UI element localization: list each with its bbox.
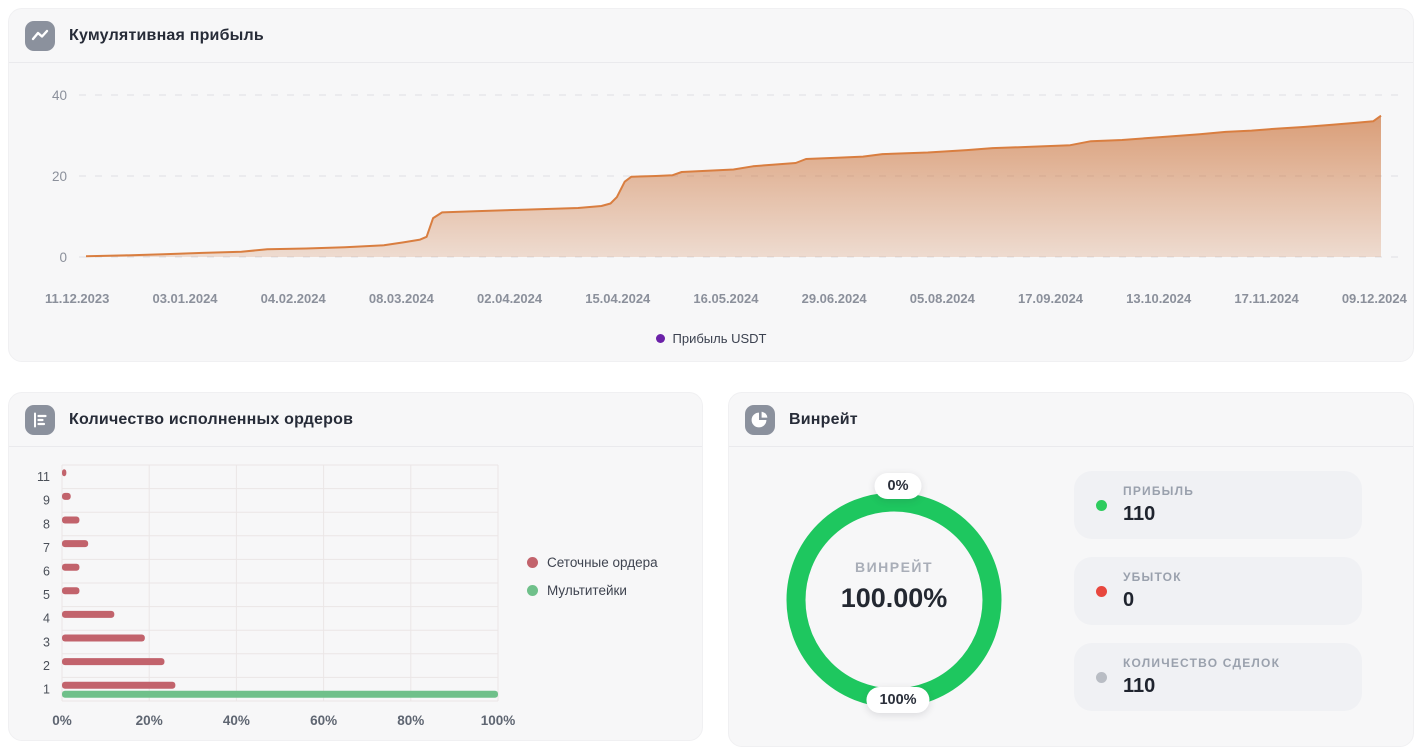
winrate-panel-title: Винрейт bbox=[789, 410, 858, 428]
executed-orders-panel: Количество исполненных ордеров 11 9 8 7 6 5 4 3… bbox=[8, 392, 703, 741]
bar-list-icon bbox=[25, 404, 55, 435]
winrate-panel: Винрейт ВИНРЕЙТ 100.00% 0% 100% ПРИБЫЛЬ … bbox=[728, 392, 1414, 747]
svg-text:60%: 60% bbox=[310, 713, 337, 728]
trades-label: КОЛИЧЕСТВО СДЕЛОК bbox=[1123, 656, 1281, 670]
winrate-zero-badge: 0% bbox=[874, 473, 922, 499]
bar-chart-bars bbox=[62, 469, 498, 698]
donut-center-text: ВИНРЕЙТ 100.00% bbox=[782, 488, 1006, 712]
profit-dot bbox=[1096, 499, 1107, 511]
svg-text:100%: 100% bbox=[481, 713, 516, 728]
legend-label: Прибыль USDT bbox=[672, 331, 767, 346]
cumulative-panel-header: Кумулятивная прибыль bbox=[9, 9, 1413, 63]
cumulative-profit-panel: Кумулятивная прибыль 0 20 40 11.12.2023 03.… bbox=[8, 8, 1414, 362]
winrate-donut-chart: ВИНРЕЙТ 100.00% bbox=[782, 488, 1006, 712]
stat-card-loss: УБЫТОК 0 bbox=[1074, 557, 1362, 625]
svg-text:8: 8 bbox=[43, 517, 50, 531]
y-axis-tick-labels: 0 20 40 bbox=[52, 88, 67, 265]
bar-chart-x-tick-labels: 0% 20% 40% 60% 80% 100% bbox=[52, 713, 515, 728]
cumulative-profit-chart: 0 20 40 bbox=[52, 88, 1401, 265]
svg-text:3: 3 bbox=[43, 635, 50, 649]
svg-text:2: 2 bbox=[43, 659, 50, 673]
winrate-hundred-badge: 100% bbox=[866, 687, 930, 713]
x-axis-label: 04.02.2024 bbox=[260, 291, 326, 306]
x-axis-label: 05.08.2024 bbox=[909, 291, 975, 306]
winrate-center-value: 100.00% bbox=[840, 582, 948, 613]
legend-dot bbox=[527, 585, 538, 596]
x-axis-label: 15.04.2024 bbox=[585, 291, 651, 306]
x-axis-label: 29.06.2024 bbox=[801, 291, 867, 306]
trades-dot bbox=[1096, 671, 1107, 683]
winrate-panel-header: Винрейт bbox=[729, 393, 1413, 447]
x-axis-label: 13.10.2024 bbox=[1126, 291, 1192, 306]
svg-text:80%: 80% bbox=[397, 713, 424, 728]
loss-value: 0 bbox=[1123, 589, 1135, 611]
trades-value: 110 bbox=[1123, 675, 1156, 697]
cumulative-chart-legend[interactable]: Прибыль USDT bbox=[9, 331, 1413, 346]
svg-text:11: 11 bbox=[37, 470, 50, 484]
executed-orders-chart: 11 9 8 7 6 5 4 3 2 1 0% 20% 40% 60% 80% 100% bbox=[37, 464, 515, 728]
bar-chart-gridlines bbox=[61, 464, 499, 702]
orders-chart-legend: Сеточные ордера Мультитейки bbox=[527, 555, 658, 598]
bar-chart-category-labels: 11 9 8 7 6 5 4 3 2 1 bbox=[37, 470, 50, 696]
line-chart-icon bbox=[25, 20, 55, 51]
loss-dot bbox=[1096, 585, 1107, 597]
legend-item[interactable]: Мультитейки bbox=[527, 583, 658, 598]
profit-value: 110 bbox=[1123, 503, 1156, 525]
svg-text:0: 0 bbox=[59, 250, 67, 265]
svg-text:20: 20 bbox=[52, 169, 67, 184]
pie-chart-icon bbox=[745, 404, 775, 435]
x-axis-label: 17.09.2024 bbox=[1017, 291, 1084, 306]
stat-card-profit: ПРИБЫЛЬ 110 bbox=[1074, 471, 1362, 539]
legend-label: Мультитейки bbox=[547, 583, 627, 598]
x-axis-label: 02.04.2024 bbox=[477, 291, 543, 306]
x-axis-label: 11.12.2023 bbox=[45, 291, 110, 306]
svg-text:20%: 20% bbox=[136, 713, 163, 728]
orders-panel-title: Количество исполненных ордеров bbox=[69, 410, 354, 428]
svg-text:1: 1 bbox=[43, 682, 50, 696]
legend-item[interactable]: Сеточные ордера bbox=[527, 555, 658, 570]
winrate-center-label: ВИНРЕЙТ bbox=[854, 558, 934, 575]
loss-label: УБЫТОК bbox=[1123, 570, 1182, 584]
x-axis-label: 08.03.2024 bbox=[368, 291, 434, 306]
x-axis-label: 03.01.2024 bbox=[152, 291, 218, 306]
svg-text:9: 9 bbox=[43, 494, 50, 508]
x-axis-label: 16.05.2024 bbox=[693, 291, 759, 306]
svg-text:40%: 40% bbox=[223, 713, 250, 728]
stat-card-trades: КОЛИЧЕСТВО СДЕЛОК 110 bbox=[1074, 643, 1362, 711]
legend-dot bbox=[527, 557, 538, 568]
winrate-stats-list: ПРИБЫЛЬ 110 УБЫТОК 0 КОЛИЧЕСТВО СДЕЛОК 1… bbox=[1074, 471, 1362, 711]
x-axis-label: 17.11.2024 bbox=[1234, 291, 1299, 306]
x-axis-date-labels: 11.12.2023 03.01.2024 04.02.2024 08.03.2024… bbox=[45, 291, 1407, 306]
svg-text:0%: 0% bbox=[52, 713, 72, 728]
svg-text:6: 6 bbox=[43, 564, 50, 578]
orders-panel-header: Количество исполненных ордеров bbox=[9, 393, 702, 447]
cumulative-panel-title: Кумулятивная прибыль bbox=[69, 26, 264, 44]
svg-text:7: 7 bbox=[43, 541, 50, 555]
x-axis-label: 09.12.2024 bbox=[1341, 291, 1407, 306]
svg-text:5: 5 bbox=[43, 588, 50, 602]
svg-text:4: 4 bbox=[43, 612, 50, 626]
legend-dot bbox=[655, 334, 665, 343]
profit-label: ПРИБЫЛЬ bbox=[1123, 484, 1195, 498]
legend-label: Сеточные ордера bbox=[547, 555, 658, 570]
svg-text:40: 40 bbox=[52, 88, 67, 103]
profit-area-series bbox=[85, 114, 1382, 258]
